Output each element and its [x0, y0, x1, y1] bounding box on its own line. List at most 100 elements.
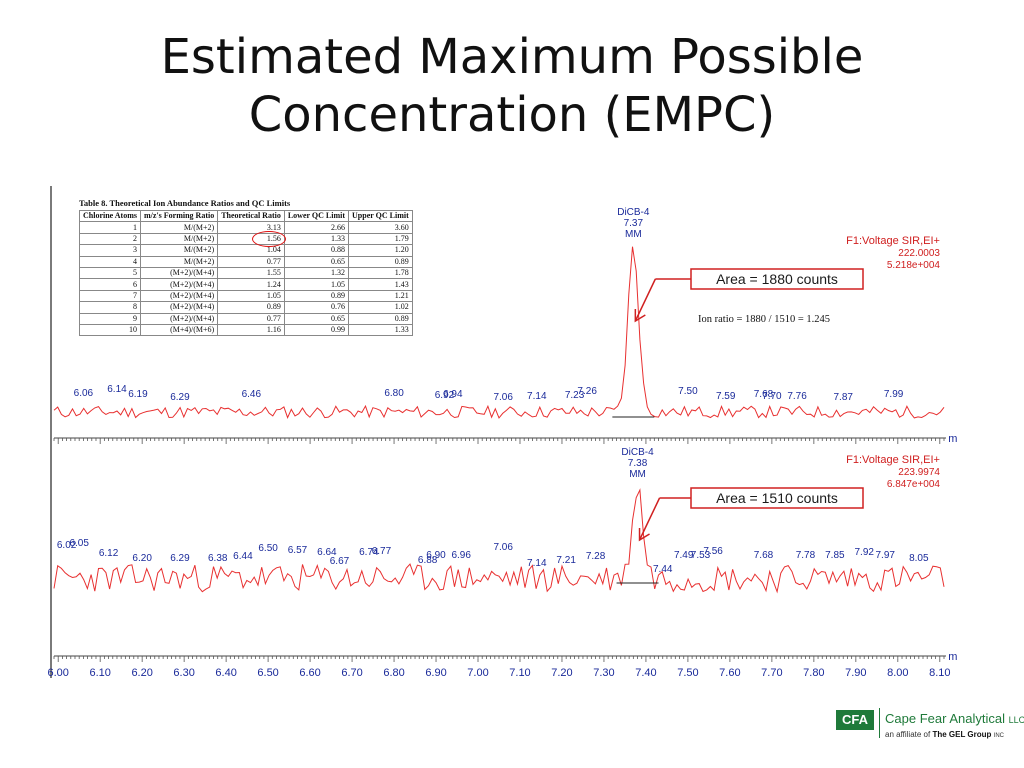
qc-table-cell: 1.79	[348, 232, 413, 246]
qc-table: Chlorine Atoms m/z's Forming Ratio Theoret…	[79, 209, 413, 337]
peak-rt-label: 7.59	[716, 391, 736, 402]
qc-header-cell: Chlorine Atoms	[79, 209, 141, 223]
qc-header-cell: m/z's Forming Ratio	[139, 209, 219, 223]
qc-table-cell: 0.89	[217, 301, 285, 314]
x-tick-label: 7.30	[593, 667, 614, 678]
qc-table-cell: M/(M+2)	[139, 232, 219, 246]
x-tick-label: 7.10	[509, 667, 530, 678]
peak-rt-label: 7.99	[884, 389, 904, 400]
qc-table-cell: (M+2)/(M+4)	[139, 312, 219, 325]
peak-rt-label: 6.06	[74, 388, 94, 399]
x-tick-label: 6.00	[48, 667, 69, 678]
qc-table-cell: 1.78	[348, 266, 413, 280]
area-arrow-shaft	[634, 278, 657, 322]
qc-table-cell: M/(M+2)	[139, 255, 219, 268]
trace-header-line: 223.9974	[898, 467, 940, 478]
peak-compound-label: DiCB-4	[621, 447, 654, 458]
peak-rt-label: 6.19	[128, 389, 148, 400]
peak-rt-label: 7.23	[565, 390, 585, 401]
x-tick-label: 7.60	[719, 667, 740, 678]
peak-rt-label: 7.26	[577, 386, 597, 397]
peak-rt-label: 6.44	[233, 551, 253, 562]
qc-table-cell: M/(M+2)	[139, 244, 219, 257]
qc-table-row: 7 (M+2)/(M+4) 1.05 0.89 1.21	[79, 289, 413, 303]
qc-table-cell: 2	[79, 232, 141, 246]
x-tick-label: 6.60	[299, 667, 320, 678]
trace-header-line: 222.0003	[898, 248, 940, 259]
qc-table-cell: 0.65	[283, 312, 350, 325]
chromatogram-figure: 6.06 6.14 6.19 6.29 6.46 6.80 6.92 6.94 7.06 7.14…	[48, 186, 958, 678]
slide-title-line2: Concentration (EMPC)	[248, 87, 776, 143]
qc-table-cell: 10	[79, 323, 141, 337]
qc-header-cell: Theoretical Ratio	[217, 209, 285, 223]
peak-rt-label: 7.14	[527, 558, 547, 569]
qc-table-body: 1 M/(M+2) 3.13 2.66 3.60 2 M/(M+2) 1.56 1.33 1.79…	[79, 221, 413, 337]
qc-table-cell: 1.21	[348, 289, 413, 303]
x-tick-label: 8.00	[887, 667, 908, 678]
qc-table-cell: 6	[79, 278, 141, 291]
x-tick-label: 6.30	[173, 667, 194, 678]
logo-tagline: an affiliate of The GEL Group INC	[885, 730, 1004, 739]
area-arrow-head	[638, 528, 650, 542]
qc-table-cell: 0.65	[283, 255, 350, 268]
qc-table-row: 9 (M+2)/(M+4) 0.77 0.65 0.89	[79, 312, 413, 325]
peak-rt-label: 6.46	[242, 389, 262, 400]
qc-table-cell: 1.55	[217, 266, 285, 280]
qc-header-cell: Lower QC Limit	[283, 209, 350, 223]
qc-table-cell: 1.05	[217, 289, 285, 303]
logo-tagline-suffix: INC	[993, 733, 1004, 739]
x-tick-label: 7.20	[551, 667, 572, 678]
peak-rt-label: 7.56	[703, 546, 723, 557]
peak-rt-label: 6.14	[107, 384, 127, 395]
peak-rt-label: 8.05	[909, 553, 929, 564]
x-axis-ticks	[53, 656, 945, 662]
peak-rt-label: 7.76	[787, 391, 807, 402]
peak-rt-label: 7.44	[653, 564, 673, 575]
peak-rt-label: 7.50	[678, 386, 698, 397]
peak-rt-label: 7.06	[493, 542, 513, 553]
qc-table-cell: 1.05	[283, 278, 350, 291]
peak-rt-label: 6.90	[426, 550, 446, 561]
qc-table-cell: 2.66	[283, 221, 350, 234]
qc-table-cell: (M+4)/(M+6)	[139, 323, 219, 337]
qc-table-row: 1 M/(M+2) 3.13 2.66 3.60	[79, 221, 413, 234]
trace-header-line: F1:Voltage SIR,EI+	[846, 454, 940, 466]
peak-rt-label: 6.67	[330, 556, 350, 567]
qc-table-row: 2 M/(M+2) 1.56 1.33 1.79	[79, 230, 413, 247]
qc-table-cell: 1.24	[217, 278, 285, 291]
peak-rt-label: 7.21	[556, 555, 576, 566]
qc-table-cell: 0.77	[217, 255, 285, 268]
qc-table-cell: 0.89	[348, 255, 413, 268]
qc-table-row: 5 (M+2)/(M+4) 1.55 1.32 1.78	[79, 266, 413, 280]
peak-rt-label: 6.92	[435, 390, 455, 401]
company-logo: CFA Cape Fear Analytical LLC an affiliat…	[836, 708, 1024, 748]
qc-table-cell: 8	[79, 301, 141, 314]
qc-table-cell: 1.43	[348, 278, 413, 291]
peak-rt-label: 6.50	[258, 543, 278, 554]
peak-rt-main-label: 7.38	[628, 458, 648, 469]
x-axis-unit: min	[948, 651, 958, 663]
qc-table-cell: 1.33	[348, 323, 413, 337]
x-tick-label: 6.70	[341, 667, 362, 678]
peak-rt-label: 7.53	[691, 550, 711, 561]
qc-table-cell: 1.16	[217, 323, 285, 337]
peak-rt-label: 6.80	[384, 388, 404, 399]
qc-table-cell: 0.89	[283, 289, 350, 303]
logo-tagline-prefix: an affiliate of	[885, 730, 931, 739]
qc-header-cell: Upper QC Limit	[348, 209, 413, 223]
x-tick-label: 7.90	[845, 667, 866, 678]
qc-table-cell: M/(M+2)	[139, 221, 219, 234]
slide-title-line1: Estimated Maximum Possible	[160, 29, 864, 85]
peak-rt-label: 7.68	[754, 389, 774, 400]
qc-table-cell: 3	[79, 244, 141, 257]
peak-rt-label: 7.06	[493, 392, 513, 403]
qc-table-row: 8 (M+2)/(M+4) 0.89 0.76 1.02	[79, 301, 413, 314]
peak-rt-label: 6.74	[359, 547, 379, 558]
qc-table-cell: (M+2)/(M+4)	[139, 301, 219, 314]
peak-mm-label: MM	[625, 229, 642, 240]
chromatogram-trace-bottom	[53, 488, 945, 594]
area-callout-text: Area = 1880 counts	[716, 271, 838, 287]
peak-rt-label: 6.38	[208, 553, 228, 564]
trace-header-line: F1:Voltage SIR,EI+	[846, 235, 940, 247]
peak-rt-label: 7.70	[762, 391, 782, 402]
